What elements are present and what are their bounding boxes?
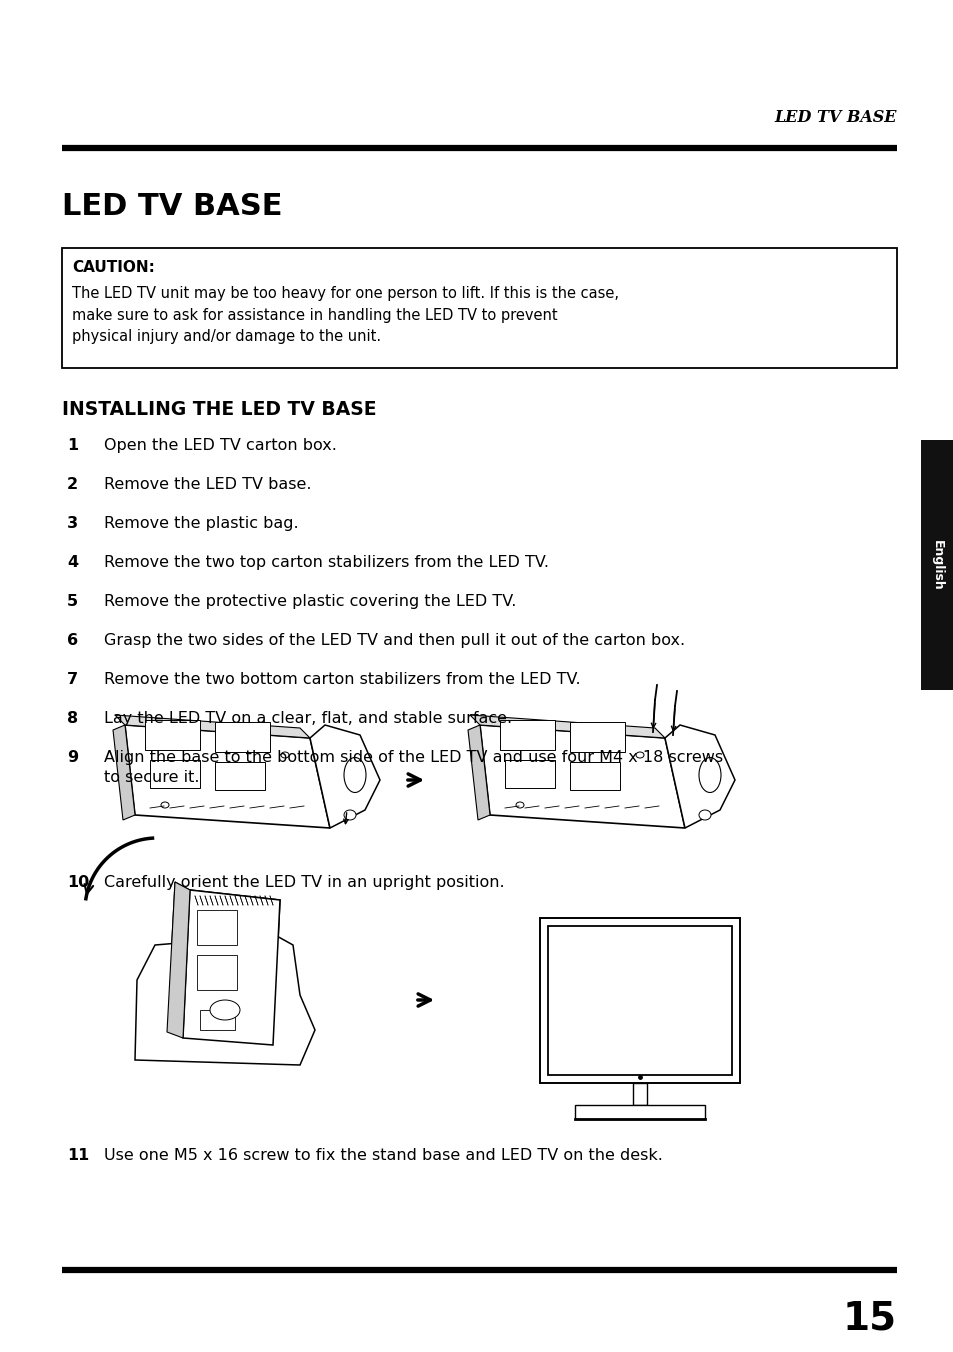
Ellipse shape: [210, 1000, 240, 1019]
Ellipse shape: [699, 757, 720, 792]
Bar: [547, 926, 731, 1075]
Polygon shape: [115, 715, 310, 738]
Bar: [200, 1010, 234, 1030]
Text: Remove the protective plastic covering the LED TV.: Remove the protective plastic covering t…: [104, 594, 516, 608]
Bar: [575, 1105, 704, 1118]
Text: LED TV BASE: LED TV BASE: [62, 192, 282, 220]
Polygon shape: [664, 725, 734, 827]
Text: 11: 11: [67, 1148, 90, 1163]
Text: 9: 9: [67, 750, 78, 765]
Text: Carefully orient the LED TV in an upright position.: Carefully orient the LED TV in an uprigh…: [104, 875, 504, 890]
Polygon shape: [468, 725, 490, 821]
Bar: [196, 955, 236, 990]
Text: Open the LED TV carton box.: Open the LED TV carton box.: [104, 438, 336, 453]
Text: 7: 7: [67, 672, 78, 687]
Ellipse shape: [344, 757, 366, 792]
Text: 4: 4: [67, 556, 78, 571]
Bar: [145, 721, 200, 750]
Bar: [539, 918, 740, 1083]
Text: Use one M5 x 16 screw to fix the stand base and LED TV on the desk.: Use one M5 x 16 screw to fix the stand b…: [104, 1148, 662, 1163]
Text: INSTALLING THE LED TV BASE: INSTALLING THE LED TV BASE: [62, 400, 376, 419]
Bar: [214, 763, 265, 790]
Polygon shape: [470, 715, 664, 738]
Bar: [499, 721, 555, 750]
Text: 6: 6: [67, 633, 78, 648]
Text: 3: 3: [67, 516, 78, 531]
Bar: [569, 763, 619, 790]
Bar: [569, 722, 624, 752]
Text: Remove the two bottom carton stabilizers from the LED TV.: Remove the two bottom carton stabilizers…: [104, 672, 580, 687]
Ellipse shape: [281, 752, 289, 758]
Text: 15: 15: [842, 1299, 896, 1337]
Polygon shape: [183, 890, 280, 1045]
Ellipse shape: [344, 810, 355, 821]
Bar: [196, 910, 236, 945]
Bar: [200, 1010, 234, 1030]
Text: The LED TV unit may be too heavy for one person to lift. If this is the case,
ma: The LED TV unit may be too heavy for one…: [71, 287, 618, 345]
Text: 5: 5: [67, 594, 78, 608]
Bar: [196, 955, 236, 990]
Polygon shape: [167, 882, 190, 1038]
Text: Remove the two top carton stabilizers from the LED TV.: Remove the two top carton stabilizers fr…: [104, 556, 548, 571]
Bar: [504, 760, 555, 788]
Polygon shape: [167, 882, 190, 1038]
Polygon shape: [310, 725, 379, 827]
Bar: [920, 439, 953, 690]
Text: Remove the LED TV base.: Remove the LED TV base.: [104, 477, 312, 492]
Polygon shape: [125, 725, 330, 827]
Polygon shape: [479, 725, 684, 827]
Ellipse shape: [699, 810, 710, 821]
Text: LED TV BASE: LED TV BASE: [774, 110, 896, 127]
Text: 2: 2: [67, 477, 78, 492]
Text: CAUTION:: CAUTION:: [71, 260, 154, 274]
Ellipse shape: [516, 802, 523, 808]
Text: English: English: [930, 539, 943, 591]
Ellipse shape: [636, 752, 643, 758]
Text: 10: 10: [67, 875, 90, 890]
Polygon shape: [135, 936, 314, 1065]
Polygon shape: [183, 890, 280, 1045]
Text: Lay the LED TV on a clear, flat, and stable surface.: Lay the LED TV on a clear, flat, and sta…: [104, 711, 512, 726]
Text: Remove the plastic bag.: Remove the plastic bag.: [104, 516, 298, 531]
Text: 8: 8: [67, 711, 78, 726]
Polygon shape: [112, 725, 135, 821]
Text: Grasp the two sides of the LED TV and then pull it out of the carton box.: Grasp the two sides of the LED TV and th…: [104, 633, 684, 648]
Text: 1: 1: [67, 438, 78, 453]
Polygon shape: [174, 1038, 273, 1055]
Bar: [150, 760, 200, 788]
Ellipse shape: [161, 802, 169, 808]
Bar: [633, 1083, 646, 1105]
Bar: [196, 910, 236, 945]
Text: Align the base to the bottom side of the LED TV and use four M4 x 18 screws
to s: Align the base to the bottom side of the…: [104, 750, 722, 786]
Bar: [214, 722, 270, 752]
Bar: [62, 247, 896, 368]
